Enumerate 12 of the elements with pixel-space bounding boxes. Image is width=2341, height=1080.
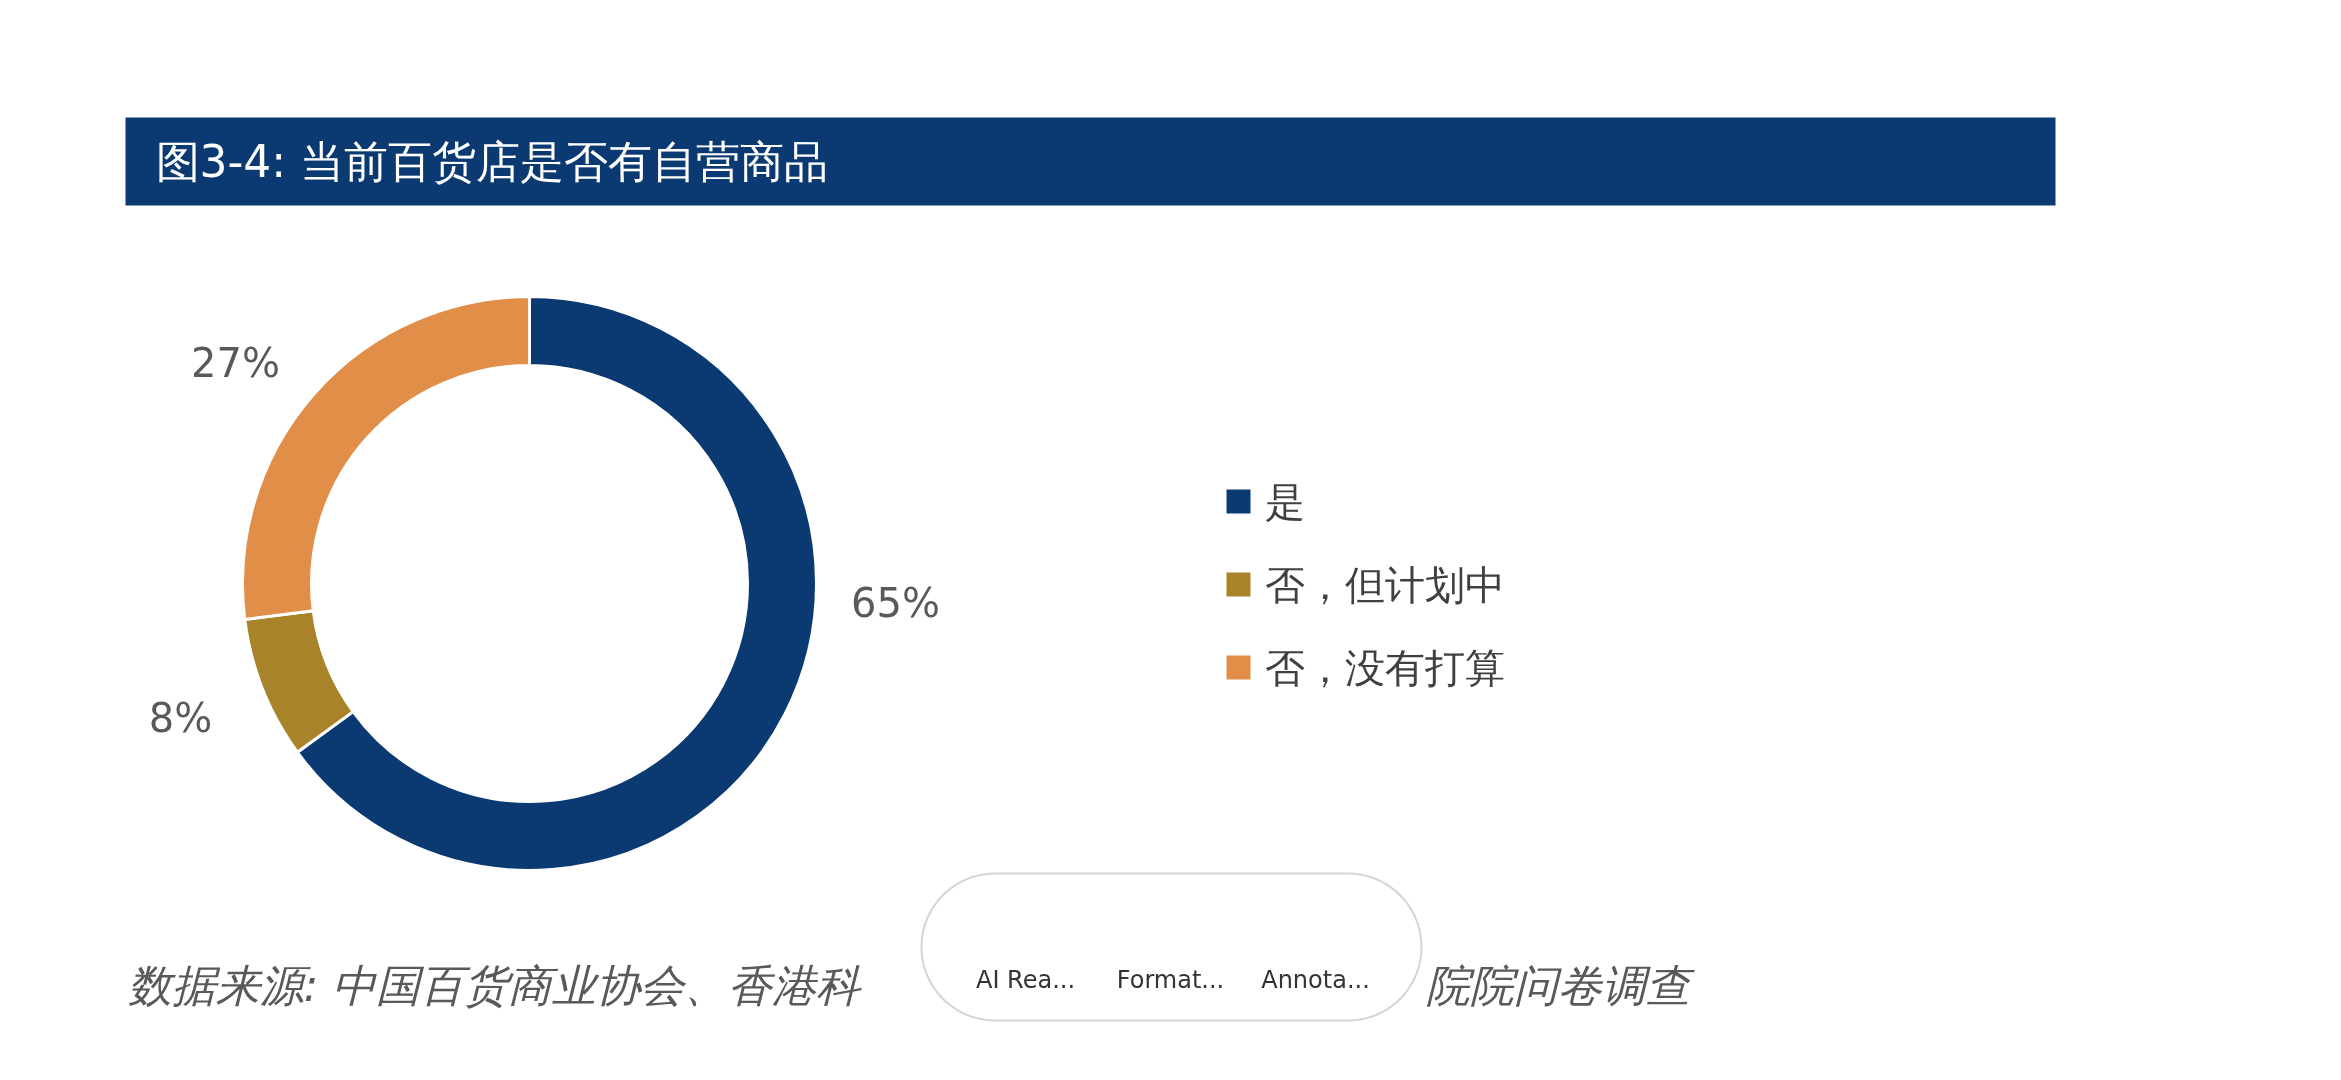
text: Annota... — [1261, 965, 1370, 994]
data-label: 65% — [851, 579, 940, 626]
legend-label: 否，但计划中 — [1264, 561, 1505, 608]
source-note: 数据来源: 中国百货商业协会、香港科 — [127, 960, 863, 1011]
chart-title: 图3-4: 当前百货店是否有自营商品 — [155, 136, 829, 187]
data-label: 27% — [191, 339, 280, 386]
text: 院院问卷调查 — [1425, 960, 1695, 1011]
legend-label: 否，没有打算 — [1264, 644, 1505, 691]
data-label: 8% — [148, 694, 213, 741]
legend-label: 是 — [1264, 478, 1305, 525]
text: Format... — [1116, 965, 1225, 994]
text: AI Rea... — [975, 965, 1076, 994]
